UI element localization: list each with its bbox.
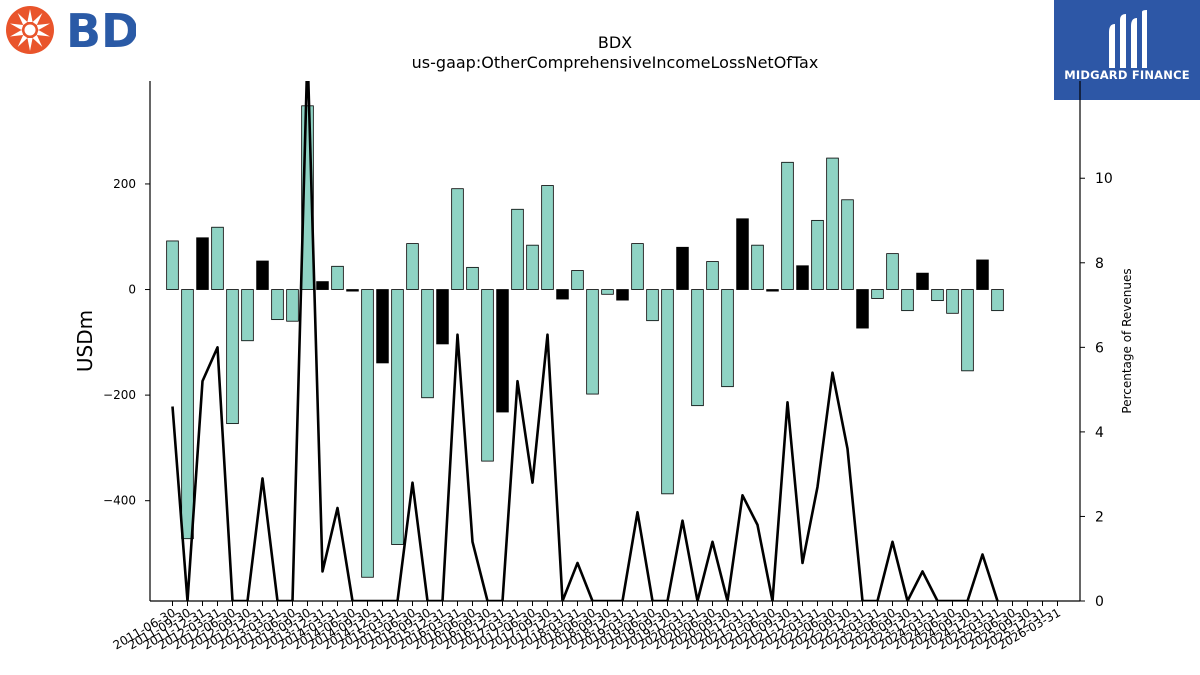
bar [211,226,224,290]
chart-subtitle: us-gaap:OtherComprehensiveIncomeLossNetO… [412,53,819,72]
company-logo: BD [4,4,139,58]
bar [166,240,179,290]
company-logo-text: BD [66,4,136,56]
y2-tick-label: 6 [1095,340,1104,356]
bar [586,289,599,395]
bar [256,260,269,290]
y2-axis-label: Percentage of Revenues [1120,268,1134,413]
y2-tick-label: 10 [1095,171,1113,187]
midgard-logo-icon [1109,10,1147,68]
bar [391,289,404,545]
y-tick-label: 0 [128,283,136,297]
bar [751,244,764,290]
bar [466,266,479,290]
bar [886,253,899,290]
bar-series [166,105,1004,578]
bar [736,218,749,290]
bar [901,289,914,312]
bar [991,289,1004,312]
bar [511,208,524,290]
bar [691,289,704,407]
bar [616,289,629,301]
sunburst-rays [10,9,50,51]
bar [571,270,584,290]
bar [226,289,239,425]
bar [361,289,374,578]
bar [796,265,809,290]
company-logo-mark: BD [6,4,139,58]
bar [301,105,314,290]
bar [601,289,614,295]
watermark-badge: MIDGARD FINANCE [1054,0,1200,100]
bar [811,219,824,290]
bar [856,289,869,329]
bar [826,157,839,290]
bar [646,289,659,322]
bar [526,244,539,290]
bar [766,289,779,292]
bar [871,289,884,299]
y-tick-label: −200 [103,388,136,402]
y-tick-label: −400 [103,494,136,508]
bar [706,261,719,290]
bar [556,289,569,300]
y-tick-label: 200 [113,177,136,191]
bar [421,289,434,399]
bar [976,259,989,290]
bar [331,265,344,290]
bar [931,289,944,302]
bar [241,289,254,342]
bar [661,289,674,495]
bar [961,289,974,372]
bar [481,289,494,462]
bar [376,289,389,364]
bar [406,243,419,290]
chart-title: BDX [598,33,632,52]
bar [631,243,644,290]
bar [346,289,359,292]
bar [781,161,794,290]
percentage-line [171,81,999,601]
bar [841,199,854,290]
bar [946,289,959,314]
watermark-text: MIDGARD FINANCE [1064,68,1190,82]
bar [451,188,464,290]
bar [271,289,284,321]
bar [496,289,509,413]
bar [286,289,299,322]
bar [541,185,554,290]
plot-area: −400−200020002468102011-06-302011-09-302… [103,81,1113,652]
y2-tick-label: 4 [1095,425,1104,441]
bar [916,272,929,290]
y2-tick-label: 0 [1095,594,1104,610]
y2-tick-label: 8 [1095,256,1104,272]
bar [181,289,194,540]
bar [721,289,734,388]
bar [676,246,689,290]
bar [196,237,209,290]
y2-tick-label: 2 [1095,509,1104,525]
bar [316,281,329,290]
y-axis-label: USDm [73,310,97,372]
bar [436,289,449,345]
